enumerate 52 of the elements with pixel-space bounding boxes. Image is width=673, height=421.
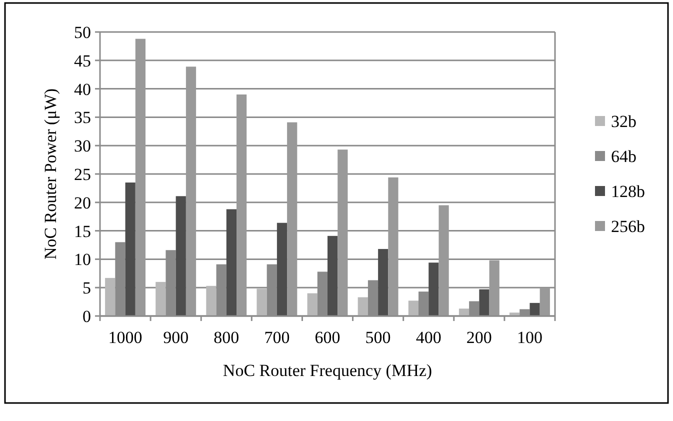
bar [408, 300, 418, 316]
y-tick-label: 15 [74, 222, 91, 241]
bar [358, 297, 368, 316]
bar [489, 260, 500, 316]
bar [105, 278, 116, 316]
bar [287, 122, 298, 316]
y-tick-label: 50 [74, 22, 91, 42]
legend-label: 128b [611, 182, 645, 201]
x-tick-label: 100 [516, 328, 542, 347]
y-tick-label: 25 [74, 164, 91, 184]
x-tick-label: 400 [416, 328, 442, 347]
y-tick-label: 30 [74, 136, 91, 156]
y-tick-label: 40 [74, 80, 91, 99]
bar [479, 289, 490, 316]
bar [458, 308, 470, 316]
bar [530, 302, 540, 316]
y-axis-title: NoC Router Power (μW) [41, 88, 60, 260]
x-tick-label: 600 [314, 328, 340, 347]
legend-label: 256b [611, 216, 645, 236]
bar [226, 209, 236, 316]
bar [428, 262, 439, 316]
x-tick-label: 900 [163, 328, 189, 347]
bar [256, 288, 267, 316]
x-tick-label: 200 [466, 328, 492, 347]
bar [236, 94, 247, 316]
x-tick-label: 700 [264, 328, 290, 347]
bar [378, 248, 388, 316]
x-tick-label: 500 [365, 328, 391, 347]
bar [156, 282, 166, 316]
bar [125, 182, 136, 316]
bar [276, 222, 288, 316]
y-tick-label: 5 [82, 278, 91, 298]
bar [438, 205, 449, 316]
y-tick-label: 0 [82, 306, 91, 326]
bar [388, 177, 398, 316]
bar [186, 66, 196, 316]
y-tick-label: 35 [74, 108, 91, 128]
bar [206, 286, 216, 316]
bar [176, 196, 186, 316]
x-tick-label: 1000 [108, 328, 142, 347]
bar [307, 293, 318, 316]
bar [135, 38, 146, 316]
x-tick-label: 800 [214, 328, 240, 347]
y-tick-label: 20 [74, 193, 91, 212]
bar [540, 288, 550, 316]
bar [338, 150, 348, 316]
y-tick-label: 10 [74, 250, 91, 270]
x-axis-title: NoC Router Frequency (MHz) [222, 361, 432, 380]
y-tick-label: 45 [74, 51, 91, 70]
legend-label: 64b [611, 146, 636, 166]
legend-label: 32b [611, 112, 636, 131]
bar [328, 236, 338, 316]
